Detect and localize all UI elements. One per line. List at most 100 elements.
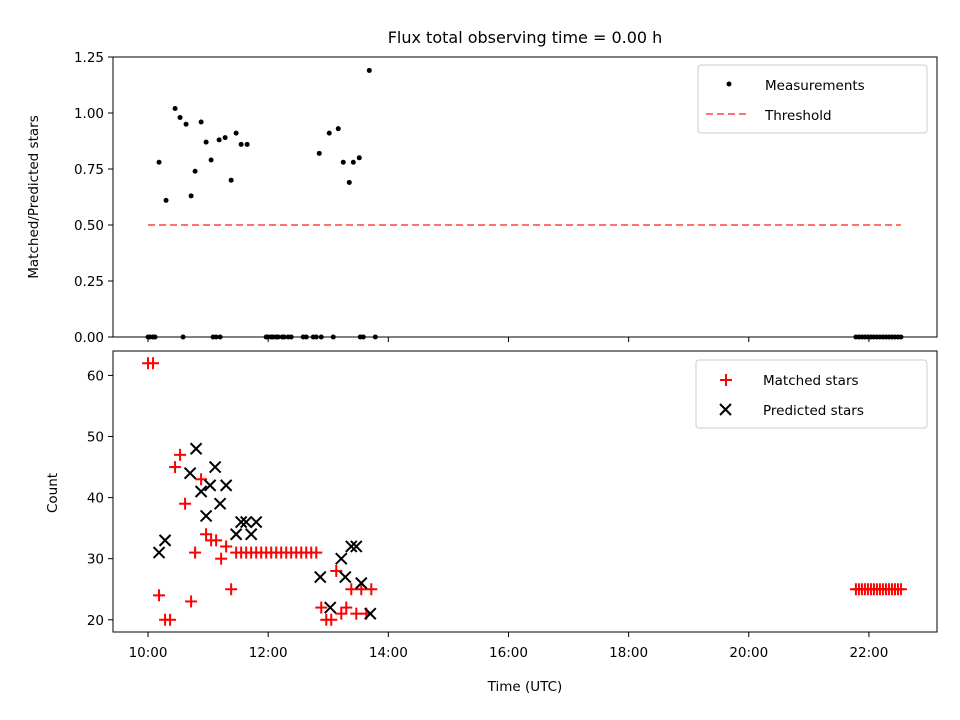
- matched-star-point: [174, 448, 187, 461]
- matched-star-point: [189, 546, 202, 559]
- measurement-point: [192, 168, 198, 174]
- predicted-star-point: [219, 479, 233, 492]
- measurement-point: [183, 121, 189, 127]
- predicted-star-point: [152, 546, 166, 559]
- matched-star-point: [315, 601, 328, 614]
- legend-predicted-marker: [719, 403, 732, 416]
- predicted-star-point: [203, 479, 217, 492]
- measurement-point: [356, 155, 362, 161]
- count-legend-box: [695, 359, 928, 429]
- matched-star-point: [164, 613, 177, 626]
- measurement-point: [238, 141, 244, 147]
- measurement-point: [198, 119, 204, 125]
- predicted-star-point: [158, 534, 172, 547]
- measurement-point: [163, 197, 169, 203]
- count-x-tick-label: 18:00: [609, 645, 648, 661]
- matched-star-point: [225, 583, 238, 596]
- measurement-point: [326, 130, 332, 136]
- predicted-star-point: [239, 515, 253, 529]
- measurement-point: [203, 139, 209, 145]
- matched-star-point: [330, 564, 343, 577]
- count-y-tick-label: 20: [87, 613, 104, 629]
- chart-title: Flux total observing time = 0.00 h: [388, 28, 663, 47]
- count-axes-frame: [112, 350, 938, 633]
- predicted-star-point: [350, 540, 363, 553]
- measurement-point: [216, 137, 222, 143]
- measurement-point: [156, 159, 162, 165]
- ratio-axes-frame: [112, 56, 938, 338]
- ratio-y-tick-label: 1.00: [74, 106, 104, 122]
- ratio-y-axis-label: Matched/Predicted stars: [26, 115, 42, 278]
- ratio-y-ticks: 0.00 0.25 0.50 0.75 1.00 1.25: [74, 50, 113, 346]
- ratio-y-tick-label: 0.75: [74, 162, 104, 178]
- measurement-point: [222, 135, 228, 141]
- count-y-tick-label: 40: [87, 491, 104, 507]
- matched-star-point: [185, 595, 198, 608]
- legend-matched-marker: [720, 374, 732, 386]
- matched-star-point: [310, 546, 323, 559]
- predicted-star-point: [194, 485, 208, 498]
- measurement-point: [335, 126, 341, 132]
- legend-measurements-label: Measurements: [765, 78, 865, 94]
- matched-star-point: [355, 583, 368, 596]
- predicted-star-point: [364, 607, 377, 620]
- predicted-star-point: [314, 570, 327, 584]
- count-x-tick-label: 10:00: [129, 645, 168, 661]
- predicted-star-point: [355, 576, 368, 590]
- ratio-legend: Measurements Threshold: [697, 64, 928, 134]
- count-y-axis-label: Count: [45, 473, 61, 513]
- count-plot-area: [142, 357, 907, 626]
- count-panel: Count Time (UTC) 20 30 40 50 60 10:00 12:00 14…: [45, 350, 938, 695]
- measurement-point: [188, 193, 194, 199]
- matched-star-point: [200, 528, 213, 541]
- measurement-point: [233, 130, 239, 136]
- ratio-legend-box: [697, 64, 928, 134]
- measurement-point: [228, 177, 234, 183]
- matched-star-point: [325, 613, 338, 626]
- measurement-point: [244, 141, 250, 147]
- predicted-star-point: [345, 540, 358, 553]
- ratio-y-tick-label: 0.50: [74, 218, 104, 234]
- count-x-tick-label: 14:00: [369, 645, 408, 661]
- predicted-star-point: [249, 515, 263, 529]
- count-x-tick-label: 16:00: [489, 645, 528, 661]
- legend-threshold-label: Threshold: [764, 108, 832, 124]
- ratio-plot-area: [145, 67, 904, 340]
- matched-star-point: [894, 583, 907, 596]
- predicted-star-point: [183, 466, 197, 480]
- predicted-star-point: [199, 509, 213, 523]
- matched-star-point: [210, 534, 223, 547]
- legend-predicted-label: Predicted stars: [763, 403, 864, 419]
- predicted-star-point: [213, 497, 227, 510]
- matched-star-point: [350, 607, 363, 620]
- legend-matched-label: Matched stars: [763, 373, 859, 389]
- count-x-tick-label: 22:00: [849, 645, 888, 661]
- count-x-ticks: 10:00 12:00 14:00 16:00 18:00 20:00 22:00: [129, 632, 888, 661]
- matched-star-point: [153, 589, 166, 602]
- matched-star-point: [340, 601, 353, 614]
- matched-star-point: [169, 461, 182, 474]
- predicted-star-point: [234, 515, 248, 529]
- count-x-tick-label: 20:00: [729, 645, 768, 661]
- matched-star-point: [335, 607, 348, 620]
- count-y-tick-label: 50: [87, 430, 104, 446]
- measurement-point: [208, 157, 214, 163]
- matched-star-point: [195, 473, 208, 486]
- count-y-tick-label: 60: [87, 368, 104, 384]
- count-x-axis-label: Time (UTC): [487, 679, 563, 695]
- ratio-y-tick-label: 0.00: [74, 330, 104, 346]
- count-y-ticks: 20 30 40 50 60: [87, 368, 113, 629]
- matched-star-point: [220, 540, 233, 553]
- measurement-point: [316, 150, 322, 156]
- ratio-y-tick-label: 0.25: [74, 274, 104, 290]
- measurement-point: [172, 106, 178, 112]
- predicted-star-point: [244, 528, 258, 541]
- predicted-star-point: [229, 528, 243, 541]
- matched-star-point: [365, 583, 378, 596]
- predicted-star-point: [339, 570, 352, 584]
- matched-star-point: [215, 552, 228, 565]
- measurement-point: [340, 159, 346, 165]
- predicted-star-point: [324, 601, 337, 614]
- predicted-star-point: [189, 442, 203, 455]
- matched-star-point: [147, 357, 160, 370]
